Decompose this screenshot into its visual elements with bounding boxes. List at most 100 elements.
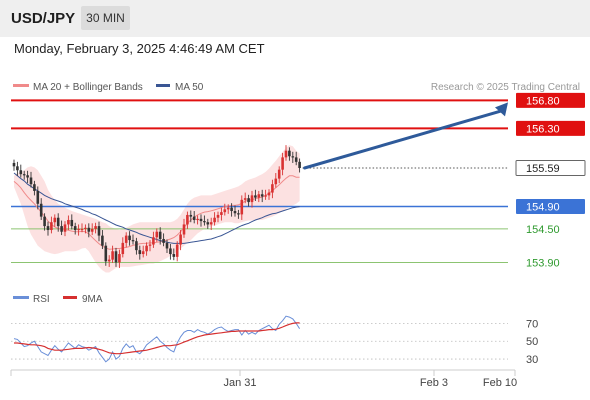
level-labels: 156.80 156.30 155.59 154.90 154.50 153.90	[515, 92, 586, 269]
candle-body	[131, 240, 135, 242]
candle-body	[73, 226, 77, 231]
legend-9ma-swatch	[63, 296, 77, 299]
candle-body	[254, 195, 257, 198]
candle-body	[271, 184, 274, 193]
candle-body	[172, 254, 176, 257]
candle-body	[237, 213, 240, 215]
rsi-tick-label: 30	[526, 354, 538, 366]
candle-body	[175, 244, 179, 257]
candle-body	[162, 238, 165, 243]
candle-body	[12, 162, 16, 167]
candle-body	[90, 228, 94, 232]
candle-body	[240, 199, 244, 215]
forecast-arrow-shaft	[303, 108, 505, 170]
bollinger-band-area	[14, 145, 300, 273]
candle-body	[284, 150, 288, 158]
legend-rsi-label: RSI	[33, 294, 50, 305]
candle-body	[26, 175, 29, 178]
legend-ma50-label: MA 50	[175, 82, 204, 93]
candle-body	[121, 242, 125, 255]
resistance-level-label-bg	[516, 92, 585, 108]
attribution: Research © 2025 Trading Central	[431, 82, 580, 93]
candle-body	[243, 198, 247, 200]
key-levels	[11, 99, 508, 263]
candle-body	[135, 241, 138, 251]
candle-body	[124, 235, 128, 243]
candle-body	[226, 207, 230, 210]
candle-body	[39, 203, 43, 217]
candle-body	[247, 198, 250, 203]
candle-body	[36, 190, 40, 204]
candle-body	[186, 214, 189, 225]
candle-body	[206, 222, 210, 225]
candle-body	[107, 259, 111, 262]
candle-body	[101, 235, 104, 246]
candle-body	[199, 218, 203, 222]
candle-body	[84, 227, 87, 229]
candle-body	[114, 251, 118, 263]
candle-body	[203, 221, 206, 223]
rsi-panel: 70 50 30	[11, 315, 538, 366]
candle-body	[274, 178, 278, 185]
candle-body	[50, 222, 53, 231]
candle-body	[182, 224, 186, 235]
candle-body	[33, 184, 36, 191]
pivot-level-label-bg	[516, 199, 585, 215]
candle-body	[230, 207, 233, 212]
candle-body	[67, 219, 70, 225]
candle-body	[209, 222, 213, 225]
candle-body	[165, 242, 169, 249]
candle-body	[158, 231, 162, 239]
candle-body	[277, 169, 281, 179]
x-tick-label: Feb 3	[420, 377, 448, 389]
candlesticks	[12, 145, 301, 269]
candle-body	[29, 177, 33, 185]
x-tick-label: Feb 10	[483, 377, 517, 389]
candle-body	[104, 245, 108, 262]
forecast-arrow-head	[495, 102, 508, 117]
candle-body	[60, 226, 63, 232]
candle-body	[128, 235, 131, 241]
forecast-arrow	[303, 102, 508, 170]
candle-body	[281, 157, 284, 170]
candle-body	[179, 234, 182, 245]
legend-ma20-swatch	[13, 84, 29, 87]
candle-body	[77, 228, 80, 231]
pivot-level-label: 154.90	[526, 202, 560, 214]
candle-body	[213, 217, 216, 223]
candle-body	[70, 219, 74, 227]
chart-header: USD/JPY 30 MIN	[0, 0, 590, 37]
legend-ma50-swatch	[156, 84, 170, 87]
candle-body	[152, 237, 155, 245]
resistance-level-label-bg	[516, 120, 585, 136]
candle-body	[56, 217, 60, 227]
last-price-label: 155.59	[526, 163, 560, 175]
candle-body	[288, 150, 291, 157]
candle-body	[19, 170, 23, 175]
legend-ma20-label: MA 20 + Bollinger Bands	[33, 82, 143, 93]
candle-body	[298, 161, 301, 168]
candle-body	[46, 226, 50, 231]
candle-body	[233, 211, 237, 214]
candle-body	[138, 250, 142, 255]
candle-body	[196, 218, 199, 221]
candle-body	[291, 156, 295, 158]
candle-body	[250, 195, 254, 203]
candle-body	[257, 194, 261, 198]
datetime-label: Monday, February 3, 2025 4:46:49 AM CET	[14, 41, 265, 56]
candle-body	[94, 226, 97, 229]
candle-body	[97, 226, 101, 236]
candle-body	[148, 244, 152, 246]
support-level-label: 153.90	[526, 257, 560, 269]
candle-body	[80, 228, 84, 231]
candle-body	[22, 174, 26, 176]
timeframe-button[interactable]: 30 MIN	[81, 6, 130, 30]
candle-body	[43, 216, 46, 227]
candle-body	[145, 245, 148, 252]
candle-body	[155, 231, 159, 238]
candle-body	[53, 217, 57, 223]
rsi-tick-label: 70	[526, 318, 538, 330]
candle-body	[216, 214, 220, 218]
resistance-level-label: 156.30	[526, 123, 560, 135]
candle-body	[260, 194, 264, 197]
